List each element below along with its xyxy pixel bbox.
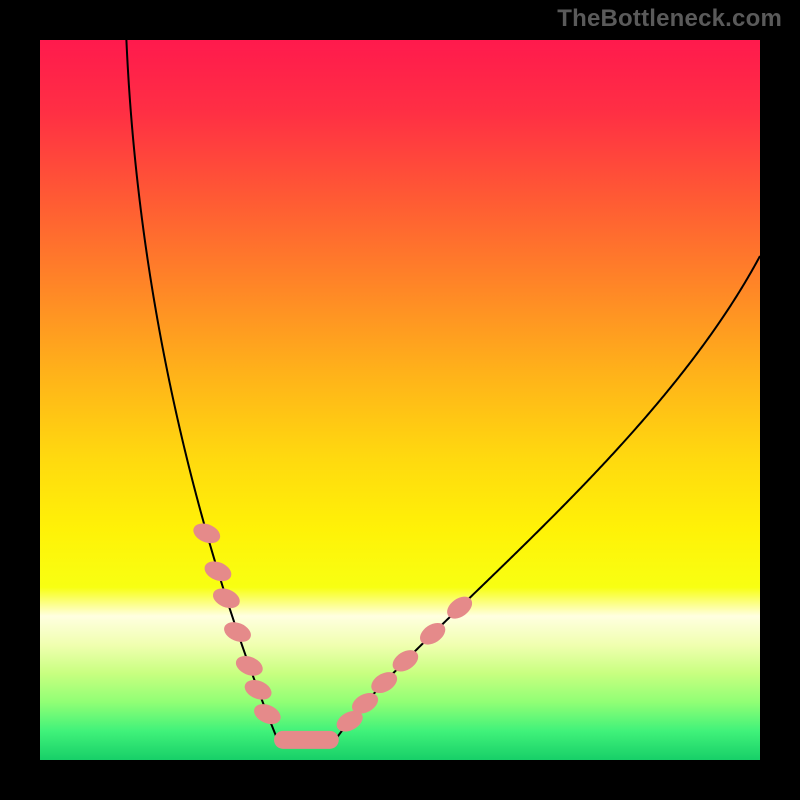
valley-marker xyxy=(274,731,339,749)
gradient-background xyxy=(40,40,760,760)
chart-container: TheBottleneck.com xyxy=(0,0,800,800)
chart-svg xyxy=(40,40,760,760)
watermark-text: TheBottleneck.com xyxy=(557,5,782,33)
plot-area xyxy=(40,40,760,760)
